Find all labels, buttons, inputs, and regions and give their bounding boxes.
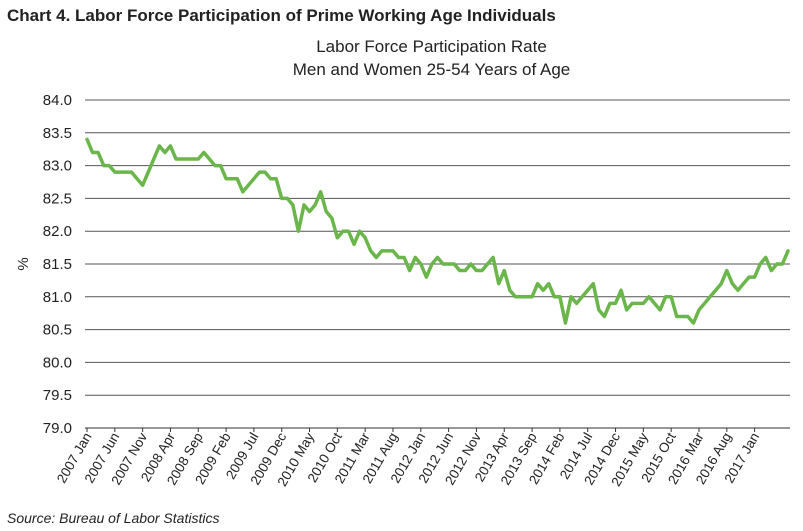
y-tick-label: 84.0 — [43, 92, 72, 109]
y-tick-label: 82.0 — [43, 223, 72, 240]
chart-title-line-2: Men and Women 25-54 Years of Age — [292, 60, 571, 79]
y-axis-tick-labels: 84.0 83.5 83.0 82.5 82.0 81.5 81.0 80.5 80.0 79.5… — [43, 92, 72, 437]
gridlines — [85, 99, 790, 429]
chart-title-line-1: Labor Force Participation Rate — [316, 37, 547, 56]
y-tick-label: 83.5 — [43, 125, 72, 142]
y-tick-label: 82.5 — [43, 190, 72, 207]
y-tick-label: 79.5 — [43, 387, 72, 404]
y-axis-label: % — [15, 257, 32, 270]
source-note: Source: Bureau of Labor Statistics — [7, 510, 220, 526]
y-tick-label: 81.0 — [43, 289, 72, 306]
y-tick-label: 80.5 — [43, 322, 72, 339]
series-group — [85, 137, 790, 325]
y-tick-label: 79.0 — [43, 420, 72, 437]
series-line — [85, 137, 790, 325]
chart-heading: Chart 4. Labor Force Participation of Pr… — [7, 6, 556, 25]
y-tick-label: 81.5 — [43, 256, 72, 273]
y-tick-label: 83.0 — [43, 158, 72, 175]
y-tick-label: 80.0 — [43, 354, 72, 371]
